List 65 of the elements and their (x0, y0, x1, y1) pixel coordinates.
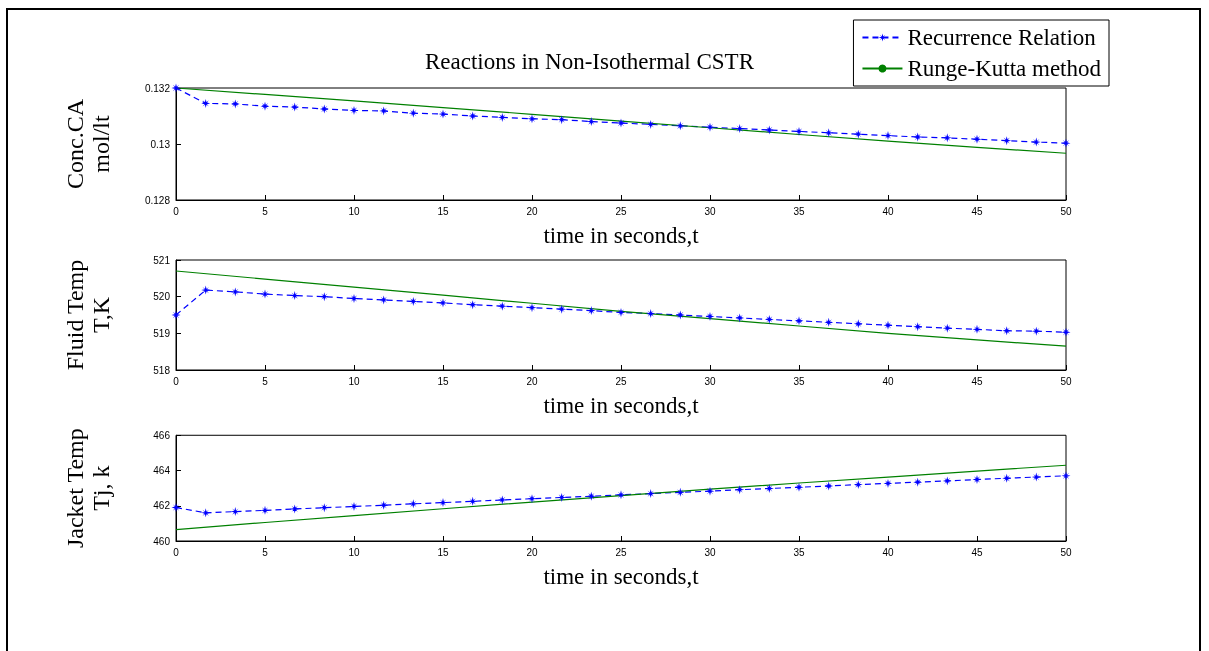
x-tick-label: 25 (615, 375, 627, 387)
line-series (175, 464, 1067, 531)
x-tick-label: 45 (971, 546, 983, 558)
x-tick-label: 30 (704, 375, 716, 387)
y-tick-label: 0.13 (150, 138, 171, 150)
y-tick-label: 460 (153, 535, 171, 547)
point (260, 289, 270, 299)
x-tick-label: 5 (262, 375, 269, 387)
x-tick-label: 15 (437, 205, 449, 217)
y-tick-label: 520 (153, 291, 171, 303)
x-tick-label: 10 (348, 546, 360, 558)
x-tick-label: 35 (793, 205, 805, 217)
line-series (175, 270, 1067, 347)
y-tick-label: 519 (153, 327, 171, 339)
y-tick-label: 521 (153, 254, 171, 266)
x-tick-label: 45 (971, 205, 983, 217)
x-tick-label: 0 (173, 205, 180, 217)
x-tick-label: 20 (526, 546, 538, 558)
x-tick-label: 35 (793, 375, 805, 387)
x-axis-title: time in seconds,t (543, 393, 700, 418)
point (171, 310, 181, 320)
y-axis-title: Conc.CA mol/lt (62, 98, 114, 189)
x-tick-label: 45 (971, 375, 983, 387)
point (438, 109, 448, 119)
x-axis-title: time in seconds,t (543, 223, 700, 248)
x-tick-label: 30 (704, 546, 716, 558)
x-tick-label: 35 (793, 546, 805, 558)
y-axis-title: Jacket Temp Tj, k (62, 428, 114, 549)
y-tick-label: 518 (153, 364, 171, 376)
y-tick-label: 466 (153, 429, 171, 441)
point (646, 309, 656, 319)
x-tick-label: 30 (704, 205, 716, 217)
x-tick-label: 10 (348, 375, 360, 387)
x-tick-label: 25 (615, 546, 627, 558)
y-axis-title: Fluid Temp T,K (62, 259, 114, 371)
x-axis-title: time in seconds,t (543, 564, 700, 589)
x-tick-label: 20 (526, 205, 538, 217)
point (290, 291, 300, 301)
point (557, 492, 567, 502)
y-tick-label: 464 (153, 465, 171, 477)
x-tick-label: 50 (1060, 205, 1072, 217)
x-tick-label: 0 (173, 375, 180, 387)
x-tick-label: 15 (437, 546, 449, 558)
point (705, 486, 715, 496)
legend-label: Recurrence Relation (907, 25, 1097, 50)
point (438, 298, 448, 308)
x-tick-label: 20 (526, 375, 538, 387)
x-tick-label: 0 (173, 546, 180, 558)
x-tick-label: 15 (437, 375, 449, 387)
x-tick-label: 10 (348, 205, 360, 217)
x-tick-label: 40 (882, 375, 894, 387)
x-tick-label: 40 (882, 546, 894, 558)
y-tick-label: 462 (153, 500, 171, 512)
x-tick-label: 25 (615, 205, 627, 217)
x-tick-label: 50 (1060, 546, 1072, 558)
x-tick-label: 5 (262, 546, 269, 558)
x-tick-label: 5 (262, 205, 269, 217)
point (794, 316, 804, 326)
x-tick-label: 40 (882, 205, 894, 217)
x-tick-label: 50 (1060, 375, 1072, 387)
y-tick-label: 0.132 (144, 82, 171, 94)
chart-title: Reactions in Non-Isothermal CSTR (425, 49, 755, 74)
y-tick-label: 0.128 (144, 194, 171, 206)
point (616, 118, 626, 128)
legend-label: Runge-Kutta method (907, 56, 1102, 81)
